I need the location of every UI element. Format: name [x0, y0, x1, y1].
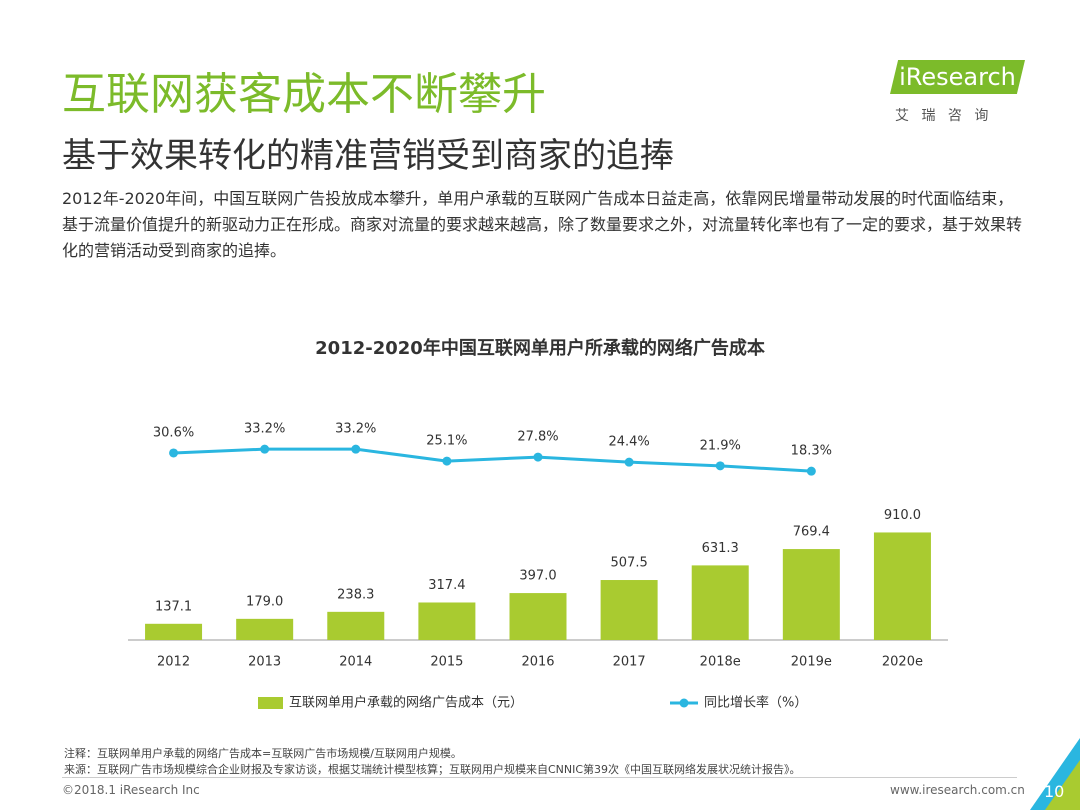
line-label: 24.4% — [608, 435, 649, 450]
bar-label: 397.0 — [519, 569, 556, 584]
line-label: 33.2% — [335, 422, 376, 437]
divider — [62, 777, 1017, 778]
line-point — [351, 444, 361, 454]
bar — [600, 580, 658, 640]
line-label: 27.8% — [517, 430, 558, 445]
line-point — [715, 461, 725, 471]
note: 来源：互联网广告市场规模综合企业财报及专家访谈，根据艾瑞统计模型核算；互联网用户… — [64, 763, 801, 776]
subtitle: 基于效果转化的精准营销受到商家的追捧 — [62, 136, 674, 176]
bar-label: 317.4 — [428, 578, 465, 593]
x-tick-label: 2015 — [430, 655, 463, 670]
bar — [509, 593, 567, 640]
line-point — [533, 452, 543, 462]
line-label: 33.2% — [244, 422, 285, 437]
bar-label: 631.3 — [702, 541, 739, 556]
x-tick-label: 2016 — [521, 655, 554, 670]
bar-label: 179.0 — [246, 594, 283, 609]
line-point — [260, 444, 270, 454]
legend-label: 同比增长率（%） — [704, 695, 807, 711]
x-tick-label: 2018e — [700, 655, 741, 670]
line-label: 25.1% — [426, 434, 467, 449]
bar-label: 238.3 — [337, 587, 374, 602]
x-tick-label: 2012 — [157, 655, 190, 670]
line-point — [442, 456, 452, 466]
legend-dot — [679, 698, 689, 708]
x-tick-label: 2017 — [613, 655, 646, 670]
url: www.iresearch.com.cn — [890, 783, 1025, 797]
note: 注释：互联网单用户承载的网络广告成本=互联网广告市场规模/互联网用户规模。 — [64, 747, 462, 760]
bar — [327, 611, 385, 640]
page-number: 10 — [1044, 782, 1065, 801]
copyright: ©2018.1 iResearch Inc — [62, 783, 200, 797]
body-text: 2012年-2020年间，中国互联网广告投放成本攀升，单用户承载的互联网广告成本… — [62, 189, 1023, 260]
logo: iResearch — [890, 60, 1025, 94]
bar-label: 137.1 — [155, 599, 192, 614]
bar-label: 769.4 — [793, 525, 830, 540]
bar — [782, 549, 840, 640]
legend-swatch — [258, 697, 283, 709]
line-label: 21.9% — [700, 438, 741, 453]
logo-sub: 艾 瑞 咨 询 — [895, 108, 993, 124]
x-tick-label: 2013 — [248, 655, 281, 670]
bar — [145, 623, 203, 640]
bar — [691, 565, 749, 640]
line — [173, 447, 812, 473]
line-label: 30.6% — [153, 425, 194, 440]
corner-green — [1045, 760, 1080, 810]
bar — [418, 602, 476, 640]
x-tick-label: 2020e — [882, 655, 923, 670]
legend-label: 互联网单用户承载的网络广告成本（元） — [289, 695, 523, 711]
x-tick-label: 2019e — [791, 655, 832, 670]
title: 互联网获客成本不断攀升 — [62, 69, 546, 120]
bar-label: 910.0 — [884, 508, 921, 523]
chart-title: 2012-2020年中国互联网单用户所承载的网络广告成本 — [315, 337, 765, 359]
line-point — [169, 448, 179, 458]
line-label: 18.3% — [791, 444, 832, 459]
bar — [873, 532, 931, 640]
bar-label: 507.5 — [611, 556, 648, 571]
line-point — [624, 457, 634, 467]
x-tick-label: 2014 — [339, 655, 372, 670]
bar — [236, 618, 294, 640]
line-point — [806, 466, 816, 476]
